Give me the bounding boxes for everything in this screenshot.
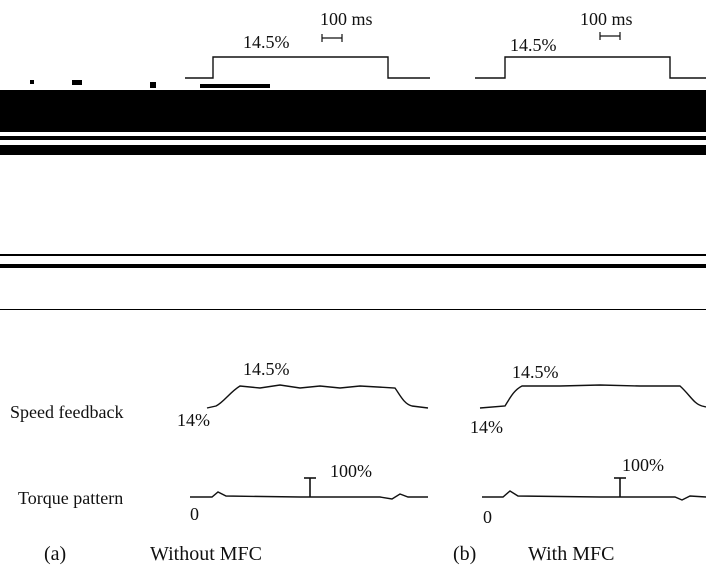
torque-scale-label: 100% (622, 455, 664, 475)
torque-zero-label: 0 (483, 507, 492, 527)
panel-caption: Without MFC (150, 543, 262, 565)
speed-waveform (207, 385, 428, 408)
row-label: Speed feedback (10, 402, 123, 422)
time-scale-bar (322, 32, 620, 42)
reference-level: 14.5% (510, 35, 557, 55)
speed-low-label: 14% (470, 417, 503, 437)
speed-high-label: 14.5% (243, 359, 290, 379)
time-scale-label: 100 ms (580, 9, 633, 29)
time-scale-label: 100 ms (320, 9, 373, 29)
speed-low-label: 14% (177, 410, 210, 430)
torque-waveform (190, 492, 428, 499)
torque-waveform (482, 491, 706, 500)
figure: 100 ms 14.5% 100 ms 14.5% 14.5% 14.5% 14… (0, 0, 706, 574)
torque-zero-label: 0 (190, 504, 199, 524)
reference-waveform (185, 57, 430, 78)
panel-label: (a) (44, 543, 66, 565)
reference-level: 14.5% (243, 32, 290, 52)
reference-waveform (475, 57, 706, 78)
row-label: Torque pattern (18, 488, 123, 508)
scan-bands (0, 80, 706, 310)
panel-caption: With MFC (528, 543, 614, 565)
speed-waveform (480, 385, 706, 408)
panel-label: (b) (453, 543, 476, 565)
speed-high-label: 14.5% (512, 362, 559, 382)
torque-scale-label: 100% (330, 461, 372, 481)
